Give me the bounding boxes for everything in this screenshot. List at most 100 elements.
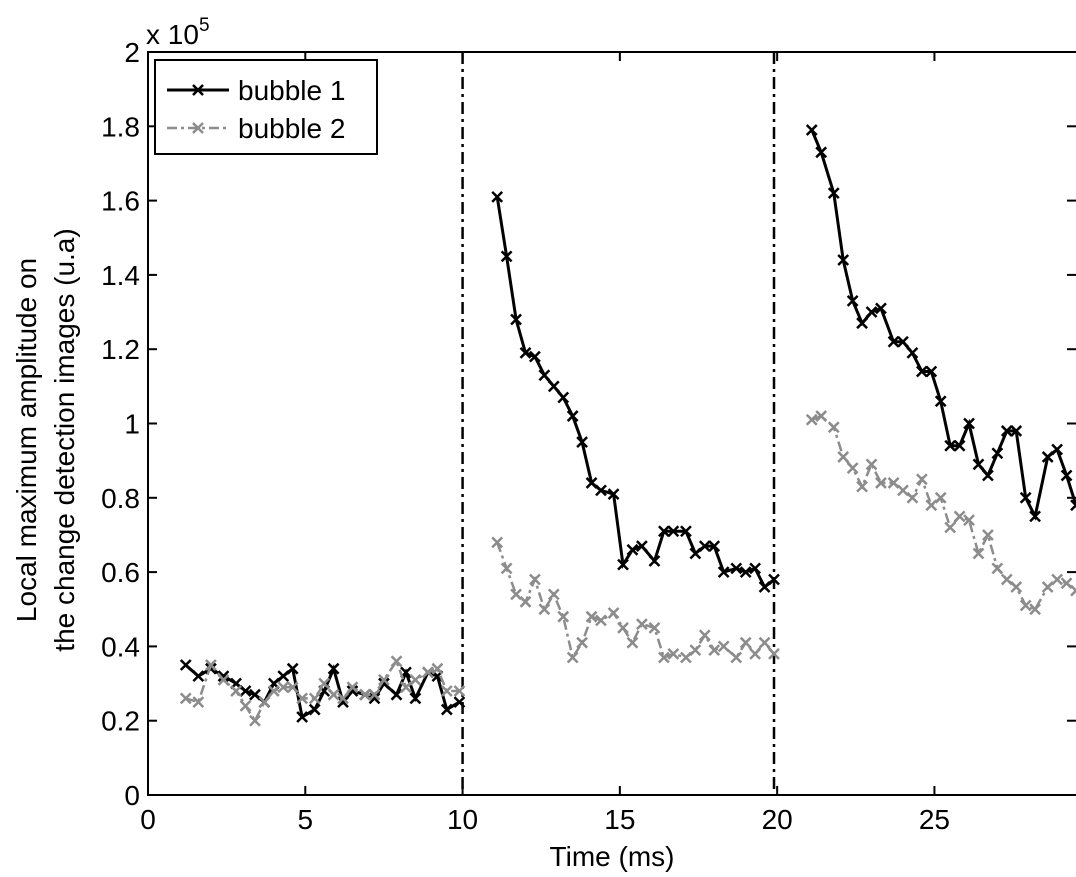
data-point-marker xyxy=(827,187,840,200)
data-point-marker xyxy=(846,462,859,474)
data-point-marker xyxy=(626,636,639,649)
data-point-marker xyxy=(566,410,579,422)
data-point-marker xyxy=(906,347,919,359)
y-axis-label-line-2: the change detection images (u.a) xyxy=(49,228,80,651)
data-point-marker xyxy=(626,543,639,556)
y-axis-label: Local maximum amplitude on the change de… xyxy=(11,228,80,651)
data-point-marker xyxy=(1060,577,1073,590)
data-point-marker xyxy=(617,558,629,571)
x-tick-label: 20 xyxy=(762,804,793,835)
data-point-marker xyxy=(258,696,271,709)
data-point-marker xyxy=(453,685,466,697)
data-point-marker xyxy=(887,477,900,489)
data-point-marker xyxy=(749,562,762,575)
y-tick-label: 1.8 xyxy=(101,111,140,142)
series-1-line xyxy=(810,129,1076,521)
data-point-marker xyxy=(296,692,309,705)
data-point-marker xyxy=(346,681,359,694)
data-point-marker xyxy=(991,447,1004,460)
axis-ticks: 0 5 10 15 20 25 0 0.2 0.4 0.6 0.8 1 1.2 1.4 1.6 1.8 2 xyxy=(101,37,1076,835)
data-point-marker xyxy=(217,673,230,686)
data-point-marker xyxy=(337,692,349,705)
data-point-marker xyxy=(636,540,648,552)
data-point-marker xyxy=(925,365,938,378)
data-point-marker xyxy=(286,662,299,675)
data-point-marker xyxy=(658,651,670,664)
data-point-marker xyxy=(708,540,721,552)
data-point-marker xyxy=(346,685,359,697)
data-point-marker xyxy=(897,484,909,497)
y-tick-label: 0.8 xyxy=(101,483,140,514)
data-point-marker xyxy=(1041,581,1054,593)
data-point-marker xyxy=(698,540,711,552)
data-point-marker xyxy=(179,659,192,671)
data-point-marker xyxy=(491,536,504,549)
data-point-marker xyxy=(925,499,938,512)
data-point-marker xyxy=(768,647,780,660)
data-point-marker xyxy=(547,380,560,393)
data-point-marker xyxy=(267,685,280,697)
data-point-marker xyxy=(547,588,560,601)
data-point-marker xyxy=(934,395,947,408)
data-point-marker xyxy=(953,510,966,523)
y-exponent-label: x 105 xyxy=(146,15,210,50)
data-point-marker xyxy=(953,439,966,452)
data-point-marker xyxy=(1029,510,1041,523)
data-point-marker xyxy=(529,573,541,586)
data-point-marker xyxy=(915,365,928,378)
data-point-marker xyxy=(897,335,909,348)
data-point-marker xyxy=(708,644,721,656)
legend-label-1: bubble 1 xyxy=(238,75,345,106)
series-1 xyxy=(179,124,1076,723)
data-point-marker xyxy=(368,692,381,705)
data-point-marker xyxy=(972,547,985,560)
series-2 xyxy=(179,410,1076,727)
data-point-marker xyxy=(887,335,900,348)
data-point-marker xyxy=(249,714,261,727)
data-point-marker xyxy=(667,647,680,660)
data-point-marker xyxy=(566,651,579,664)
data-point-marker xyxy=(805,413,818,426)
data-point-marker xyxy=(827,421,840,434)
data-point-marker xyxy=(758,636,771,649)
data-point-marker xyxy=(1051,573,1064,586)
data-point-marker xyxy=(230,685,242,697)
data-point-marker xyxy=(944,439,957,452)
data-point-marker xyxy=(409,692,422,705)
data-point-marker xyxy=(519,595,532,608)
data-point-marker xyxy=(576,436,588,448)
data-point-marker xyxy=(963,514,975,526)
data-point-marker xyxy=(538,369,551,382)
data-point-marker xyxy=(500,250,513,263)
data-point-marker xyxy=(1070,584,1076,597)
data-point-marker xyxy=(390,688,403,701)
data-point-marker xyxy=(595,484,607,497)
data-point-marker xyxy=(875,302,887,315)
data-point-marker xyxy=(529,350,541,363)
legend-marker-2 xyxy=(192,122,204,134)
x-tick-label: 15 xyxy=(604,804,635,835)
x-tick-label: 25 xyxy=(919,804,950,835)
data-point-marker xyxy=(277,670,290,683)
data-point-marker xyxy=(296,711,309,723)
data-point-marker xyxy=(1019,491,1032,504)
data-point-marker xyxy=(982,469,994,482)
x-tick-label: 0 xyxy=(140,804,156,835)
data-point-marker xyxy=(815,146,828,159)
y-tick-label: 1.2 xyxy=(101,334,140,365)
data-point-marker xyxy=(538,603,551,616)
data-point-marker xyxy=(327,662,340,675)
data-point-marker xyxy=(308,703,321,716)
data-point-marker xyxy=(239,685,252,697)
data-point-marker xyxy=(557,610,570,623)
data-point-marker xyxy=(607,488,620,500)
data-point-marker xyxy=(440,703,453,716)
data-point-marker xyxy=(768,573,780,586)
data-point-marker xyxy=(390,655,403,668)
data-point-marker xyxy=(1010,425,1023,437)
data-point-marker xyxy=(453,696,466,709)
legend-label-2: bubble 2 xyxy=(238,113,345,144)
data-point-marker xyxy=(510,313,522,326)
y-tick-label: 1 xyxy=(124,409,140,440)
